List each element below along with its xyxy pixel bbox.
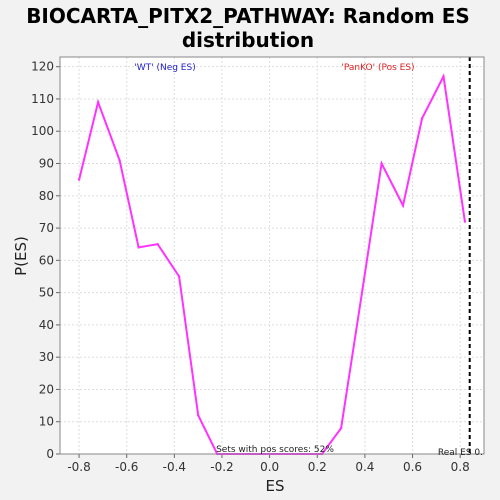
y-tick-label: 90 [39, 157, 54, 171]
grid-lines [60, 57, 484, 455]
x-axis-label: ES [266, 477, 285, 495]
y-tick-label: 0 [46, 447, 54, 461]
data-point [77, 178, 81, 181]
x-tick-label: 0.6 [403, 460, 422, 474]
y-tick-label: 120 [31, 60, 54, 74]
x-axis-ticks: -0.8 -0.6 -0.4 -0.2 0.0 0.2 0.4 0.6 0.8 [67, 454, 470, 474]
x-tick-label: -0.8 [67, 460, 90, 474]
data-point [420, 117, 424, 120]
y-tick-label: 100 [31, 124, 54, 138]
data-point [339, 426, 343, 430]
x-tick-label: 0.4 [355, 460, 374, 474]
x-tick-label: -0.4 [163, 460, 186, 474]
data-point [380, 162, 383, 165]
x-tick-label: -0.6 [115, 460, 138, 474]
data-point [177, 275, 181, 278]
y-tick-label: 20 [39, 382, 54, 396]
pos-scores-note: Sets with pos scores: 52% [216, 445, 334, 455]
data-point [361, 288, 364, 291]
y-tick-label: 30 [39, 350, 54, 364]
y-tick-label: 60 [39, 253, 54, 267]
data-point [96, 100, 100, 104]
x-tick-label: 0.2 [308, 460, 327, 474]
real-es-label: Real ES 0. [438, 448, 483, 458]
y-tick-label: 50 [39, 286, 54, 300]
y-axis-label: P(ES) [12, 236, 30, 276]
plot-area [60, 57, 484, 454]
x-tick-label: 0.8 [451, 460, 470, 474]
y-tick-label: 70 [39, 221, 54, 235]
y-tick-label: 40 [39, 318, 54, 332]
y-axis-ticks: 0 10 20 30 40 50 60 70 80 90 100 110 120 [31, 60, 60, 461]
data-point [137, 246, 140, 249]
y-tick-label: 80 [39, 189, 54, 203]
data-point [118, 159, 121, 162]
data-point [442, 75, 445, 78]
pos-es-label: 'PanKO' (Pos ES) [341, 63, 414, 73]
data-point [196, 414, 200, 417]
data-point [463, 220, 467, 223]
data-point [156, 243, 159, 246]
data-point [401, 204, 405, 207]
y-tick-label: 110 [31, 92, 54, 106]
plot-border [59, 56, 485, 455]
chart-title-line2: distribution [182, 28, 314, 52]
neg-es-label: 'WT' (Neg ES) [134, 63, 195, 73]
chart-title-line1: BIOCARTA_PITX2_PATHWAY: Random ES [26, 4, 470, 28]
x-tick-label: -0.2 [210, 460, 233, 474]
y-tick-label: 10 [39, 415, 54, 429]
x-tick-label: 0.0 [260, 460, 279, 474]
